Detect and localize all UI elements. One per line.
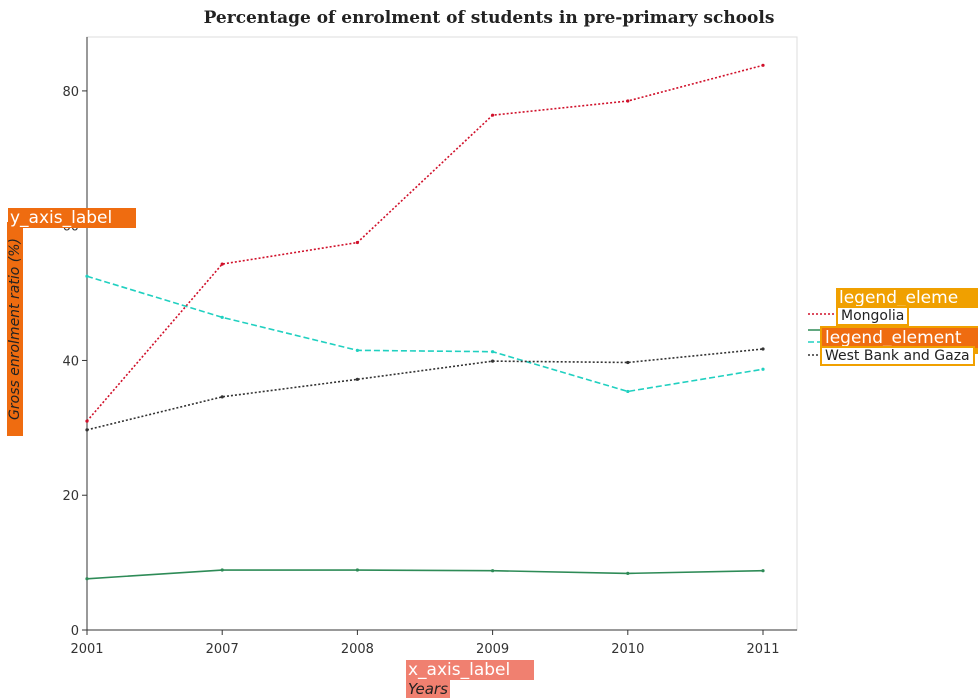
series-point-1 — [85, 274, 89, 278]
legend-tag: legend_eleme — [836, 288, 978, 308]
tick-labels: 020406080200120072008200920102011 — [62, 85, 779, 657]
axes — [82, 36, 798, 635]
series-point-1 — [761, 367, 765, 371]
y-tick-label: 0 — [71, 624, 79, 639]
series-point-3 — [85, 428, 89, 432]
legend-label-mongolia: Mongolia — [841, 308, 905, 324]
series-point-3 — [220, 395, 224, 399]
series-point-0 — [761, 63, 765, 67]
series-point-2 — [626, 571, 630, 575]
series-line-3 — [86, 348, 764, 431]
legend-item-mongolia: Mongolia — [836, 306, 910, 326]
x-tick-label: 2001 — [70, 642, 103, 657]
series-point-1 — [355, 348, 359, 352]
series-point-3 — [626, 360, 630, 365]
y-tick-label: 40 — [62, 354, 79, 369]
y-axis-label-tag: y_axis_label — [8, 208, 136, 228]
x-tick-label: 2010 — [611, 642, 644, 657]
series-point-2 — [220, 568, 224, 572]
series-point-3 — [491, 359, 495, 363]
series-point-1 — [626, 389, 630, 394]
x-tick-label: 2011 — [746, 642, 779, 657]
series-point-1 — [491, 350, 495, 354]
series-point-2 — [491, 569, 495, 573]
series-point-1 — [220, 315, 224, 319]
plot-frame — [86, 36, 798, 631]
series-point-0 — [355, 240, 359, 245]
series-point-0 — [85, 419, 89, 423]
series-line-0 — [86, 64, 764, 422]
series-lines — [85, 63, 834, 581]
series-point-2 — [85, 577, 89, 581]
series-point-0 — [626, 99, 630, 103]
y-tick-label: 20 — [62, 489, 79, 504]
x-tick-label: 2009 — [476, 642, 509, 657]
legend-item-west-bank-gaza: West Bank and Gaza — [820, 346, 975, 366]
chart-title: Percentage of enrolment of students in p… — [203, 8, 775, 28]
series-point-3 — [355, 377, 359, 381]
x-tick-label: 2007 — [206, 642, 239, 657]
series-point-0 — [220, 262, 224, 266]
y-tick-label: 80 — [62, 85, 79, 100]
series-point-0 — [491, 113, 495, 117]
x-axis-label-tag: x_axis_label — [406, 660, 534, 680]
legend-label-west-bank-gaza: West Bank and Gaza — [825, 348, 970, 364]
series-line-2 — [86, 569, 764, 580]
y-axis-label: Gross enrolment ratio (%) — [7, 222, 23, 436]
series-point-2 — [761, 569, 765, 573]
x-tick-label: 2008 — [341, 642, 374, 657]
series-line-1 — [86, 275, 764, 393]
series-point-2 — [355, 568, 359, 572]
x-axis-label: Years — [406, 680, 450, 698]
series-point-3 — [761, 347, 765, 351]
